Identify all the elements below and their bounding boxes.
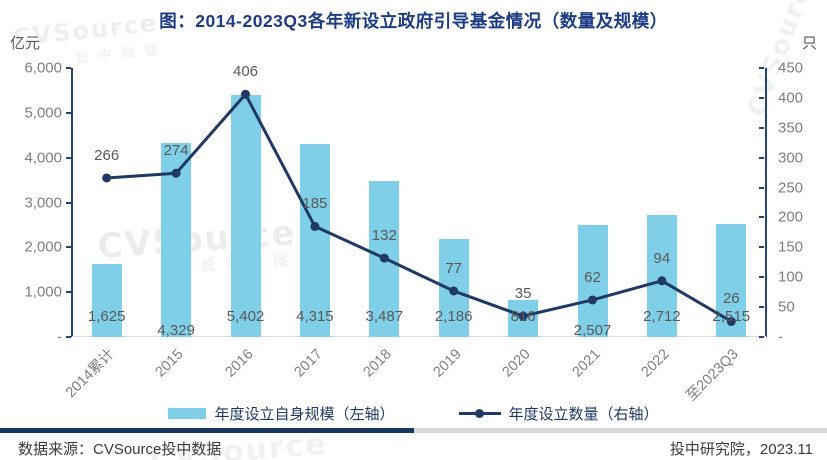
left-axis-tick-label: 6,000 — [24, 59, 62, 77]
footer-divider — [0, 428, 827, 433]
bar-2021 — [577, 224, 608, 337]
right-axis-tick-label: 300 — [778, 149, 804, 167]
bar-value-label: 816 — [510, 308, 536, 325]
line-value-label: 185 — [302, 195, 328, 213]
right-axis-tick — [759, 156, 764, 159]
bar-value-label: 4,315 — [296, 308, 334, 325]
line-point — [657, 276, 667, 286]
bar-2014累计 — [91, 264, 122, 337]
x-axis-baseline — [72, 336, 766, 337]
line-point — [518, 311, 528, 321]
left-axis-unit-label: 亿元 — [10, 35, 41, 52]
right-axis-tick — [759, 276, 764, 279]
line-point — [449, 286, 459, 296]
left-axis-tick-label: - — [57, 328, 62, 346]
bar-value-label: 4,329 — [157, 322, 195, 339]
line-point — [310, 221, 320, 231]
left-axis-tick-label: 2,000 — [24, 238, 62, 256]
line-value-label: 26 — [722, 290, 740, 308]
right-axis-tick — [759, 216, 764, 219]
bar-2017 — [299, 143, 330, 337]
bar-value-label: 5,402 — [226, 308, 265, 325]
right-axis-tick — [759, 126, 764, 129]
left-axis-line — [71, 68, 73, 337]
right-axis-tick-label: 150 — [778, 238, 804, 256]
right-axis-unit-label: 只 — [801, 35, 817, 52]
line-point — [102, 173, 112, 183]
plot-area: 1,625 4,329 5,402 4,315 3,487 2,186 816 2,507 2,… — [72, 64, 766, 339]
right-axis-tick-label: 250 — [778, 179, 804, 197]
publisher-date-text: 投中研究院，2023.11 — [669, 441, 813, 458]
bar-value-label: 2,507 — [573, 322, 612, 339]
line-value-label: 132 — [371, 227, 397, 245]
bar-value-label: 1,625 — [87, 308, 126, 325]
left-axis-tick — [66, 111, 71, 114]
right-axis-tick — [759, 246, 764, 249]
line-value-label: 406 — [232, 63, 259, 81]
line-point — [379, 253, 389, 263]
bar-value-label: 2,712 — [643, 308, 681, 325]
line-series — [102, 89, 736, 326]
bar-2022 — [646, 215, 677, 337]
right-axis-tick-label: - — [778, 328, 783, 346]
left-axis-tick-label: 5,000 — [24, 104, 62, 122]
data-source-text: 数据来源：CVSource投中数据 — [18, 441, 222, 458]
right-axis-tick-label: 200 — [778, 208, 804, 226]
legend: 年度设立自身规模（左轴） 年度设立数量（右轴） — [0, 403, 827, 424]
right-axis-tick — [759, 67, 764, 69]
bar-series-swatch-icon — [168, 408, 207, 419]
line-path — [106, 92, 733, 323]
bar-2016 — [230, 94, 261, 337]
right-axis-tick — [759, 306, 764, 309]
line-value-label: 94 — [653, 249, 671, 267]
legend-item-bar-series: 年度设立自身规模（左轴） — [168, 403, 395, 424]
right-axis-tick-label: 350 — [778, 119, 804, 137]
line-value-label: 77 — [445, 259, 463, 277]
line-point — [171, 168, 181, 178]
bar-value-label: 2,515 — [712, 308, 751, 325]
line-point — [241, 89, 250, 99]
left-axis-tick — [66, 156, 71, 159]
bar-value-label: 2,186 — [434, 308, 473, 325]
left-axis-tick-label: 3,000 — [24, 194, 62, 211]
right-axis-tick-label: 400 — [778, 89, 804, 107]
left-axis-tick-label: 1,000 — [24, 283, 62, 301]
line-value-label: 266 — [94, 146, 120, 164]
line-series-marker-icon — [458, 408, 501, 419]
right-axis-tick-label: 50 — [778, 298, 795, 316]
left-axis-tick-label: 4,000 — [24, 149, 62, 167]
left-axis-tick — [66, 67, 71, 69]
right-axis-tick — [759, 186, 764, 189]
legend-item-line-series: 年度设立数量（右轴） — [458, 403, 659, 424]
right-axis-tick — [759, 96, 764, 99]
left-axis-tick — [66, 201, 71, 204]
line-value-label: 274 — [163, 142, 189, 160]
left-axis-tick — [66, 246, 71, 249]
line-value-label: 35 — [514, 285, 532, 303]
right-axis-tick-label: 450 — [778, 59, 804, 77]
line-value-label: 62 — [584, 268, 601, 286]
right-axis-tick-label: 100 — [778, 268, 804, 286]
left-axis-tick — [66, 336, 71, 338]
chart-title: 图：2014-2023Q3各年新设立政府引导基金情况（数量及规模） — [159, 11, 668, 31]
line-point — [726, 316, 736, 326]
left-axis-tick — [66, 291, 71, 294]
right-axis-tick — [759, 336, 764, 338]
legend-label: 年度设立数量（右轴） — [508, 406, 659, 423]
bar-value-label: 3,487 — [365, 308, 404, 325]
right-axis-line — [765, 68, 767, 337]
line-point — [588, 295, 597, 305]
legend-label: 年度设立自身规模（左轴） — [214, 406, 395, 423]
watermark-cjk: 投中数据 — [75, 42, 169, 67]
